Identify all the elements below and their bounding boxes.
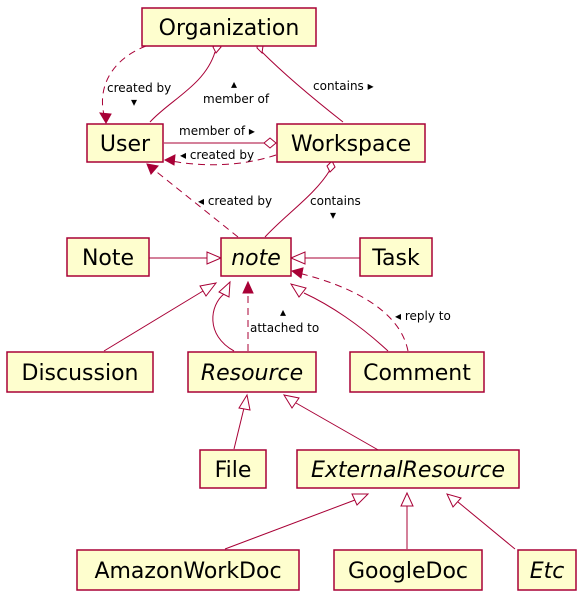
edge-comment-note-reply-to xyxy=(293,271,409,352)
label-workspace-note-contains: contains xyxy=(310,194,361,208)
edge-org-user-member-of xyxy=(149,51,216,123)
label-comment-note-reply-to: ◂ reply to xyxy=(395,309,451,323)
class-organization-label: Organization xyxy=(159,16,300,41)
triangle-task-note xyxy=(289,251,306,265)
label-user-workspace-member-of: member of ▸ xyxy=(179,124,255,138)
triangle-note-note xyxy=(206,251,223,265)
class-file[interactable]: File xyxy=(199,449,267,489)
class-resource[interactable]: Resource xyxy=(187,351,317,393)
edge-comment-inherits xyxy=(303,292,389,352)
arrowhead-note-user xyxy=(146,163,159,175)
edge-discussion-inherits xyxy=(103,290,204,352)
class-google-doc[interactable]: GoogleDoc xyxy=(333,549,483,591)
class-note[interactable]: Note xyxy=(66,237,150,277)
class-task-label: Task xyxy=(371,246,420,271)
class-user[interactable]: User xyxy=(86,123,164,163)
class-task[interactable]: Task xyxy=(359,237,433,277)
label-workspace-user-created-by: ◂ created by xyxy=(180,148,254,162)
diamond-user-workspace xyxy=(263,137,277,149)
arrowhead-resource-note xyxy=(242,280,254,294)
class-organization[interactable]: Organization xyxy=(141,7,317,47)
class-google-doc-label: GoogleDoc xyxy=(348,559,468,584)
triangle-googledoc-external xyxy=(400,491,414,507)
triangle-comment-note xyxy=(289,283,307,298)
edge-resource-inherits xyxy=(212,293,235,352)
label-org-user-member-of-arrow: ▴ xyxy=(231,77,237,91)
class-file-label: File xyxy=(215,458,252,483)
class-amazon-work-doc-label: AmazonWorkDoc xyxy=(94,559,281,584)
edge-org-user-created-by xyxy=(102,45,147,123)
edge-org-workspace-contains xyxy=(261,51,344,123)
label-org-user-member-of: member of xyxy=(203,92,270,106)
edge-etc-inherits xyxy=(457,501,516,550)
class-user-label: User xyxy=(100,132,151,157)
class-note-abstract[interactable]: note xyxy=(220,237,292,277)
arrowhead-workspace-user xyxy=(163,154,176,166)
class-comment-label: Comment xyxy=(363,361,471,386)
class-etc-label: Etc xyxy=(530,559,565,584)
class-workspace[interactable]: Workspace xyxy=(276,123,426,163)
label-resource-note-attached-to: attached to xyxy=(250,321,319,335)
triangle-external-resource xyxy=(282,394,300,409)
label-note-user-created-by: ◂ created by xyxy=(198,194,272,208)
class-external-resource[interactable]: ExternalResource xyxy=(296,449,520,489)
class-discussion[interactable]: Discussion xyxy=(6,351,154,393)
edge-externalresource-inherits xyxy=(295,402,381,452)
class-external-resource-label: ExternalResource xyxy=(311,458,505,483)
label-org-workspace-contains: contains ▸ xyxy=(313,79,374,93)
edge-workspace-note-contains xyxy=(264,169,331,238)
class-amazon-work-doc[interactable]: AmazonWorkDoc xyxy=(76,549,300,591)
label-org-user-created-by-arrow: ▾ xyxy=(131,95,137,109)
class-workspace-label: Workspace xyxy=(291,132,411,157)
class-note-abstract-label: note xyxy=(231,246,281,271)
class-comment[interactable]: Comment xyxy=(349,351,485,393)
triangle-etc-external xyxy=(446,493,462,508)
class-etc[interactable]: Etc xyxy=(517,549,577,591)
label-resource-note-attached-arrow: ▴ xyxy=(280,305,286,319)
arrowhead-comment-note xyxy=(290,267,304,279)
edge-workspace-user-created-by xyxy=(165,154,277,166)
triangle-resource-note xyxy=(218,280,231,298)
arrowhead-org-user xyxy=(99,112,112,124)
edge-amazonworkdoc-inherits xyxy=(224,499,356,550)
class-discussion-label: Discussion xyxy=(22,361,139,386)
edge-note-user-created-by xyxy=(147,164,239,238)
label-workspace-note-contains-arrow: ▾ xyxy=(330,208,336,222)
triangle-discussion-note xyxy=(199,282,218,297)
triangle-amazonworkdoc-external xyxy=(351,493,370,506)
triangle-file-resource xyxy=(238,393,251,411)
edge-file-inherits xyxy=(233,407,245,450)
class-note-label: Note xyxy=(82,246,134,271)
label-org-user-created-by: created by xyxy=(107,81,171,95)
class-resource-label: Resource xyxy=(201,361,303,386)
diamond-workspace-note xyxy=(326,160,336,173)
